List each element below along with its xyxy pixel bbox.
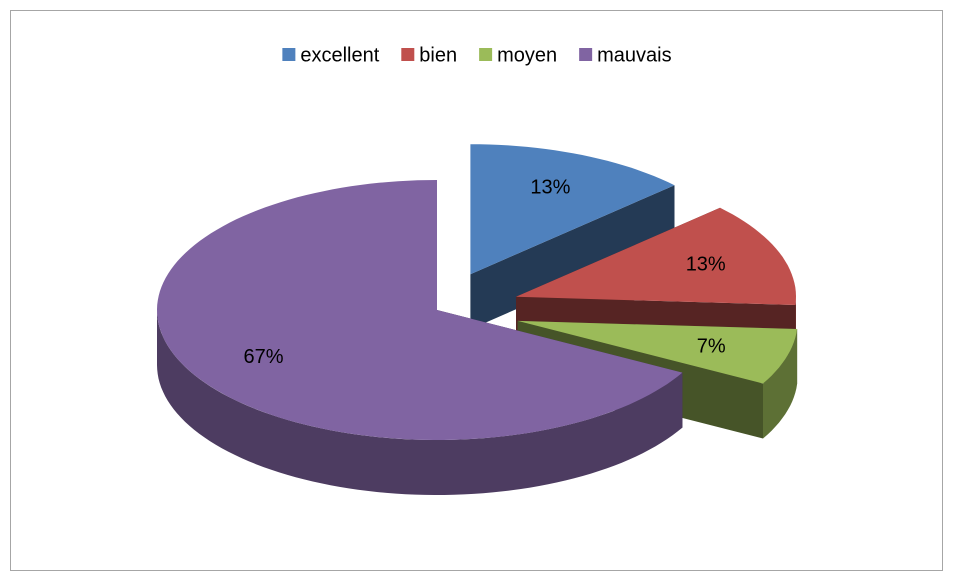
data-label: 13%: [686, 253, 726, 275]
slice: [470, 144, 675, 275]
slice-side: [763, 329, 798, 439]
data-label: 13%: [530, 177, 570, 199]
legend-swatch: [282, 48, 296, 61]
legend-label: excellent: [300, 44, 379, 66]
legend-swatch: [479, 48, 493, 61]
slice-wall: [470, 185, 675, 330]
legend-label: mauvais: [597, 44, 671, 66]
legend-label: bien: [419, 44, 457, 66]
legend: excellent bien moyen mauvais: [282, 44, 672, 66]
data-label: 67%: [243, 346, 283, 368]
slice: [517, 320, 798, 384]
slice: [157, 180, 683, 440]
slice: [516, 207, 796, 305]
legend-swatch: [401, 48, 415, 61]
slice-side: [157, 310, 683, 495]
legend-swatch: [579, 48, 593, 61]
data-label: 7%: [697, 335, 726, 357]
legend-label: moyen: [497, 44, 557, 66]
